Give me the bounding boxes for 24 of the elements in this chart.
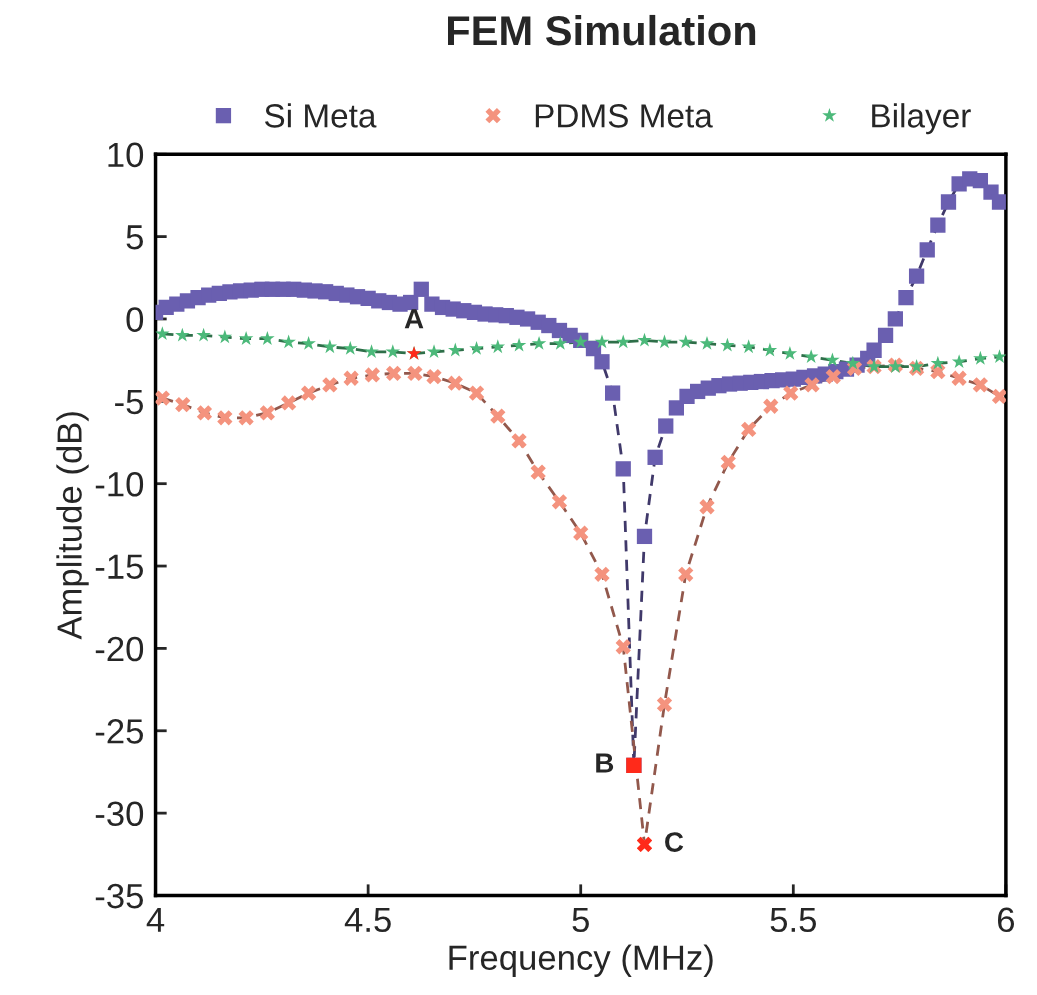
annotation: A (404, 309, 424, 329)
y-tick-label: -5 (115, 390, 143, 415)
y-tick-label: 0 (126, 307, 144, 332)
y-tick-label: -30 (95, 801, 144, 827)
y-tick-label: -25 (95, 719, 143, 744)
y-tick-label: -35 (95, 883, 143, 909)
x-axis-title: Frequency (MHz) (449, 944, 713, 977)
x-tick-label: 5 (572, 907, 589, 933)
annotation: C (665, 832, 684, 852)
legend-label: PDMS Meta (535, 104, 713, 128)
x-tick-label: 6 (998, 907, 1015, 933)
annotation: B (596, 753, 614, 773)
y-tick-label: -10 (95, 472, 144, 497)
x-tick-label: 4.5 (344, 907, 391, 933)
legend-label: Si Meta (264, 103, 377, 128)
y-tick-label: 10 (108, 142, 144, 168)
y-tick-label: -20 (95, 636, 144, 662)
y-tick-label: 5 (126, 225, 143, 250)
y-axis-title: Amplitude (dB) (56, 412, 89, 640)
chart-title: FEM Simulation (448, 14, 756, 46)
x-tick-label: 5.5 (770, 907, 816, 933)
legend-label: Bilayer (872, 103, 971, 135)
x-tick-label: 4 (146, 907, 165, 932)
y-tick-label: -15 (95, 554, 143, 579)
